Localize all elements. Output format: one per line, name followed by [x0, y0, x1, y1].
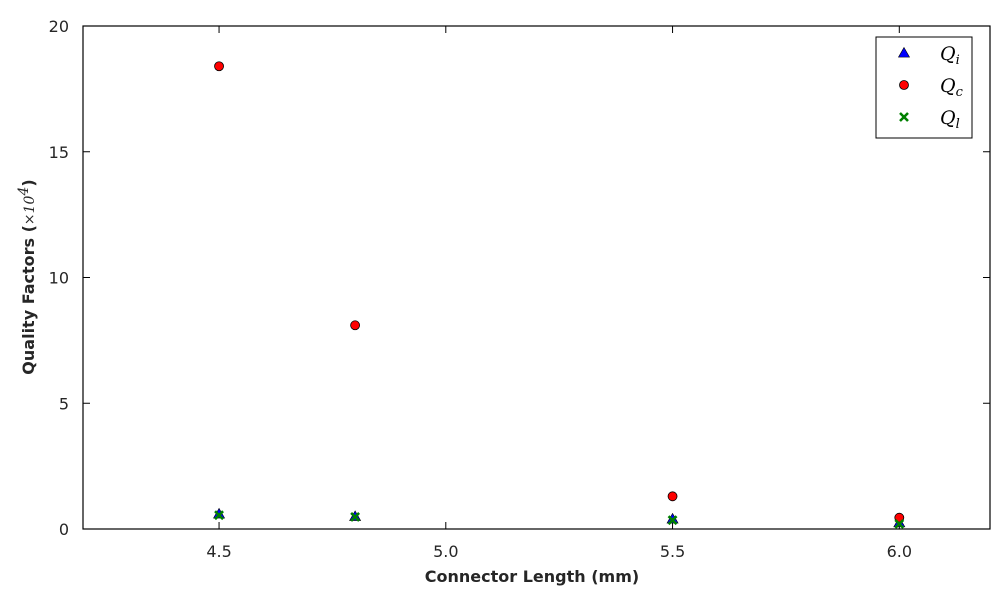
legend: Qi Qc Ql: [875, 36, 973, 139]
point-ql-2: [667, 515, 678, 526]
y-tick-label: 5: [59, 394, 69, 413]
legend-box: [875, 36, 973, 139]
x-tick-label: 5.5: [660, 542, 685, 561]
y-tick-label: 0: [59, 520, 69, 539]
axis-ticks: [83, 25, 990, 530]
point-qc-1: [350, 320, 361, 331]
x-tick-label: 5.0: [433, 542, 458, 561]
legend-marker-qc: [899, 80, 909, 90]
x-axis-label: Connector Length (mm): [425, 567, 639, 586]
legend-label-qc: Qc: [940, 75, 964, 100]
legend-label-qi: Qi: [940, 43, 960, 68]
y-axis-label: Quality Factors (×104): [16, 179, 38, 374]
data-points: [213, 61, 906, 529]
y-tick-label: 10: [49, 269, 69, 288]
x-tick-label: 4.5: [206, 542, 231, 561]
y-axis-label-close: ): [19, 179, 38, 186]
point-ql-1: [350, 512, 361, 522]
y-tick-label: 20: [49, 17, 69, 36]
legend-label-ql: Ql: [940, 107, 960, 132]
y-axis-label-exponent: 4: [16, 187, 32, 197]
point-qc-0: [214, 61, 224, 72]
tick-labels: 4.5 5.0 5.5 6.0 0 5 10 15 20: [49, 17, 912, 561]
legend-marker-ql: [899, 112, 909, 122]
point-ql-3: [894, 519, 905, 529]
y-axis-label-unit: ×10: [22, 195, 38, 225]
plot-area: [82, 25, 991, 530]
legend-items: Qi Qc Ql: [897, 43, 964, 132]
legend-marker-qi: [897, 46, 911, 58]
point-qc-2: [667, 491, 678, 502]
y-tick-label: 15: [49, 143, 69, 162]
point-ql-0: [214, 510, 224, 521]
y-axis-label-main: Quality Factors (: [19, 225, 38, 375]
x-tick-label: 6.0: [887, 542, 912, 561]
